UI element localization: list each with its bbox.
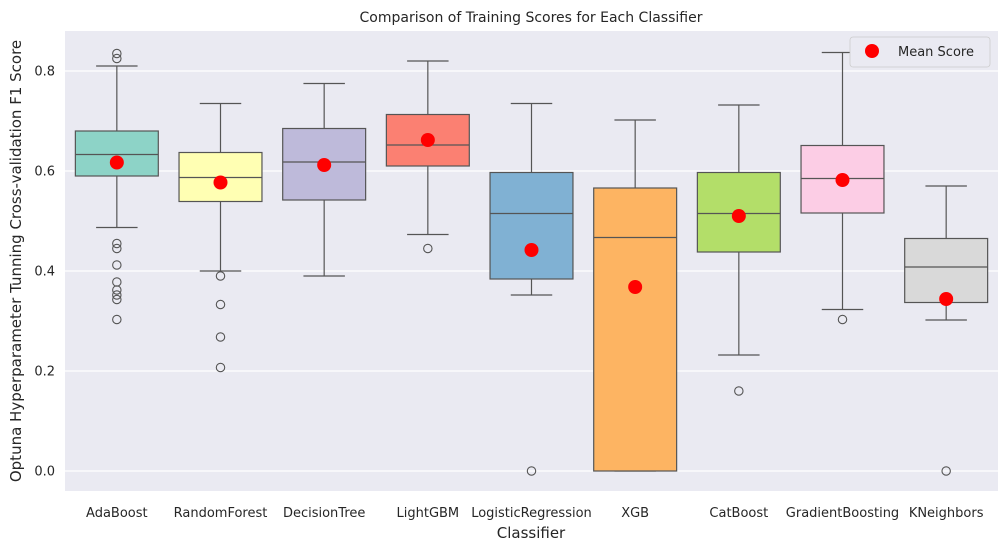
box-KNeighbors bbox=[904, 185, 989, 476]
outlier-point bbox=[112, 294, 122, 305]
y-axis-ticks: 0.0 0.2 0.4 0.6 0.8 bbox=[34, 65, 55, 480]
outlier-point bbox=[112, 290, 122, 300]
y-tick-label: 0.0 bbox=[34, 465, 55, 480]
x-tick-label: LightGBM bbox=[397, 506, 460, 521]
mean-point bbox=[213, 175, 228, 190]
x-tick-label: DecisionTree bbox=[283, 506, 365, 521]
y-tick-label: 0.8 bbox=[34, 65, 55, 80]
legend-label: Mean Score bbox=[898, 45, 974, 60]
mean-point bbox=[524, 243, 539, 257]
x-tick-label: LogisticRegression bbox=[471, 506, 592, 521]
outlier-point bbox=[215, 271, 226, 281]
x-tick-label: GradientBoosting bbox=[786, 506, 899, 521]
box-CatBoost bbox=[696, 104, 781, 396]
legend: Mean Score bbox=[849, 36, 991, 68]
outlier-point bbox=[215, 299, 226, 310]
outlier-point bbox=[215, 362, 226, 373]
box-body bbox=[489, 171, 574, 280]
box-RandomForest bbox=[178, 102, 263, 373]
outlier-point bbox=[112, 48, 122, 59]
y-tick-label: 0.2 bbox=[34, 365, 55, 380]
mean-point bbox=[317, 158, 332, 172]
outlier-point bbox=[837, 314, 848, 325]
y-tick-label: 0.4 bbox=[34, 265, 55, 280]
x-tick-label: AdaBoost bbox=[86, 506, 148, 521]
outlier-point bbox=[215, 332, 226, 342]
x-tick-label: CatBoost bbox=[709, 506, 768, 521]
y-axis-label: Optuna Hyperparameter Tunning Cross-vali… bbox=[7, 40, 25, 482]
box-DecisionTree bbox=[282, 82, 367, 277]
mean-point bbox=[939, 292, 954, 306]
y-tick-label: 0.6 bbox=[34, 165, 55, 180]
x-tick-label: XGB bbox=[621, 506, 649, 521]
outlier-point bbox=[526, 466, 537, 476]
boxes bbox=[74, 48, 989, 476]
outlier-point bbox=[941, 466, 951, 476]
legend-frame bbox=[849, 36, 991, 68]
box-body bbox=[593, 187, 678, 472]
mean-point bbox=[835, 173, 850, 187]
x-tick-label: KNeighbors bbox=[909, 506, 984, 521]
outlier-point bbox=[112, 53, 122, 64]
x-axis-label: Classifier bbox=[497, 524, 566, 542]
x-tick-label: RandomForest bbox=[174, 506, 268, 521]
box-LogisticRegression bbox=[489, 102, 574, 476]
outlier-point bbox=[423, 243, 433, 254]
x-axis-ticks: AdaBoost RandomForest DecisionTree LightGBM… bbox=[86, 506, 984, 521]
outlier-point bbox=[112, 243, 122, 254]
legend-marker bbox=[865, 44, 879, 58]
mean-point bbox=[109, 155, 124, 170]
box-XGB bbox=[593, 119, 678, 472]
outlier-point bbox=[112, 314, 122, 325]
mean-point bbox=[731, 209, 746, 223]
box-GradientBoosting bbox=[800, 51, 885, 325]
outlier-point bbox=[734, 386, 744, 396]
outlier-point bbox=[112, 285, 122, 295]
mean-point bbox=[420, 133, 435, 147]
mean-point bbox=[628, 280, 643, 294]
chart-title: Comparison of Training Scores for Each C… bbox=[360, 10, 703, 26]
box-AdaBoost bbox=[74, 48, 159, 325]
box-LightGBM bbox=[385, 60, 470, 254]
outlier-point bbox=[112, 238, 122, 249]
outlier-point bbox=[112, 260, 122, 270]
box-body bbox=[904, 237, 989, 304]
